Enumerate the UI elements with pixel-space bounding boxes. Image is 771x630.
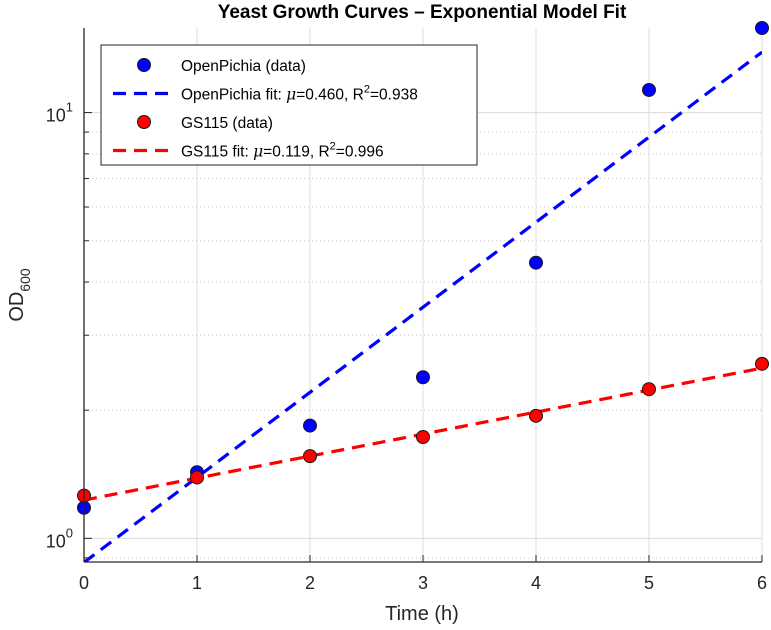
y-axis-label: OD600 <box>6 268 33 322</box>
legend-entry-text: OpenPichia fit: μ=0.460, R2=0.938 <box>181 84 418 104</box>
data-point-gs115 <box>642 382 656 397</box>
legend: OpenPichia (data) OpenPichia fit: μ=0.460… <box>100 44 478 166</box>
x-tick-label: 1 <box>192 573 202 593</box>
plot-series <box>77 21 769 562</box>
x-axis-label: Time (h) <box>385 603 459 625</box>
x-tick-label: 4 <box>531 573 541 593</box>
x-tick-label: 5 <box>644 573 654 593</box>
data-point-gs115 <box>529 408 543 423</box>
data-point-gs115 <box>755 356 769 371</box>
legend-marker <box>137 115 151 129</box>
y-axis-label-subscript: 600 <box>17 268 33 292</box>
x-tick-label: 6 <box>757 573 767 593</box>
fit-line-openpichia-fit <box>84 50 762 562</box>
y-tick-base: 10 <box>46 106 66 126</box>
x-tick-label: 0 <box>79 573 89 593</box>
y-tick-label: 101 <box>46 100 73 126</box>
y-tick-label: 100 <box>46 525 73 551</box>
legend-entry-text: GS115 fit: μ=0.119, R2=0.996 <box>181 141 384 161</box>
y-tick-exponent: 0 <box>66 525 73 540</box>
data-point-openpichia <box>416 370 430 385</box>
x-tick-label: 3 <box>418 573 428 593</box>
data-point-openpichia <box>529 255 543 270</box>
chart-title: Yeast Growth Curves – Exponential Model … <box>218 2 627 23</box>
data-point-openpichia <box>755 21 769 35</box>
y-tick-exponent: 1 <box>66 100 73 115</box>
legend-entry-text: GS115 (data) <box>181 115 273 132</box>
legend-box <box>100 44 478 166</box>
y-tick-base: 10 <box>46 531 66 551</box>
data-point-openpichia <box>642 82 656 97</box>
legend-marker <box>137 58 151 72</box>
data-point-gs115 <box>190 470 204 485</box>
data-point-gs115 <box>416 430 430 445</box>
legend-entry-text: OpenPichia (data) <box>181 58 306 75</box>
x-tick-label: 2 <box>305 573 315 593</box>
data-point-gs115 <box>303 449 317 464</box>
data-point-openpichia <box>303 418 317 433</box>
y-axis-label-main: OD <box>6 292 28 322</box>
